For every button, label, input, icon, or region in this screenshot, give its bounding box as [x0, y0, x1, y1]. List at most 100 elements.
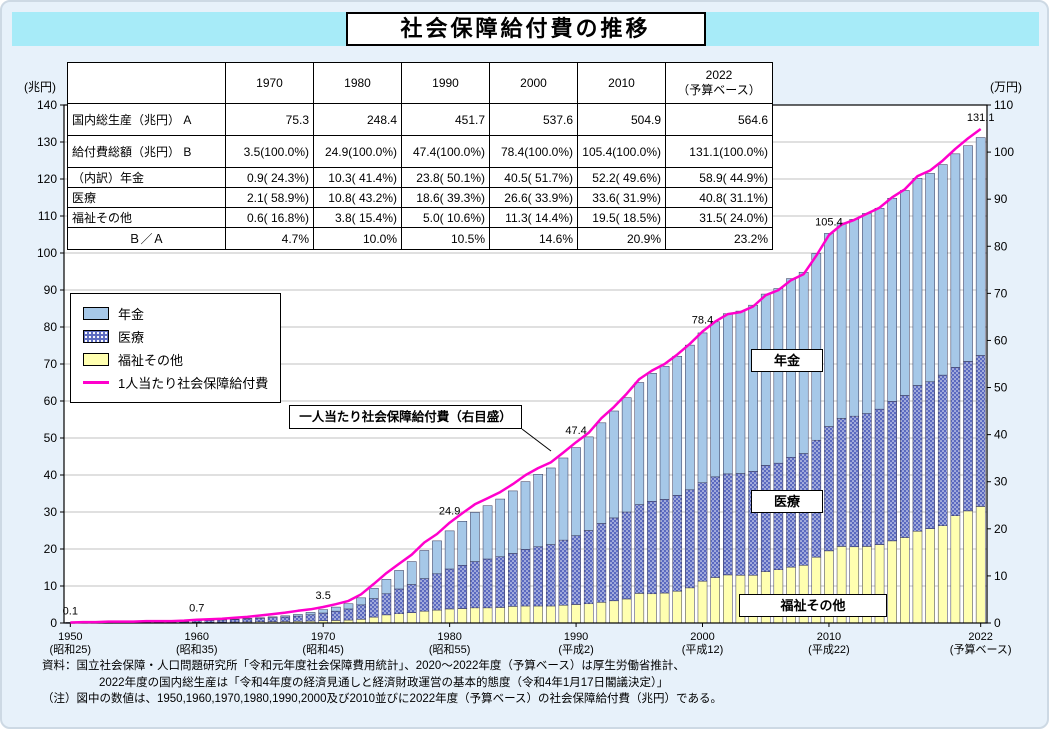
bar-medical	[267, 617, 278, 622]
right-axis-unit-label: (万円)	[990, 80, 1022, 94]
x-axis-tick-label-era: (昭和45)	[302, 643, 344, 656]
bar-medical	[723, 473, 733, 576]
table-cell: 26.6( 33.9%)	[489, 187, 578, 208]
per-capita-line	[70, 127, 982, 624]
x-axis-tick-label-year: 1950	[58, 631, 82, 643]
x-axis-tick-label-year: 1960	[185, 631, 209, 643]
legend-label: 福祉その他	[118, 353, 184, 368]
left-axis-tick-label: 130	[37, 135, 57, 149]
bar-welfare	[571, 604, 581, 624]
bar-pension	[545, 467, 556, 545]
x-axis-tick-label-era: (平成2)	[558, 643, 593, 656]
bar-pension	[495, 498, 506, 558]
bar-pension	[394, 570, 404, 590]
right-axis-tick-label: 80	[994, 239, 1008, 253]
bar-welfare	[659, 592, 670, 624]
bar-pension	[255, 617, 265, 619]
table-cell: 24.9(100.0%)	[313, 135, 402, 168]
table-cell: 105.4(100.0%)	[577, 135, 666, 168]
left-axis-tick-label: 70	[44, 357, 58, 371]
bar-pension	[849, 219, 860, 417]
plot-label-welfare: 福祉その他	[739, 594, 887, 617]
bar-medical	[293, 615, 303, 622]
table-cell: 2.1( 58.9%)	[225, 187, 314, 208]
title-band: 社会保障給付費の推移	[12, 12, 1039, 46]
table-row-label: 医療	[67, 187, 226, 208]
right-axis-tick-label: 60	[994, 333, 1008, 347]
bar-medical	[406, 584, 417, 613]
bar-welfare	[963, 510, 973, 624]
table-cell: 248.4	[313, 103, 402, 136]
right-axis-tick-label: 0	[994, 616, 1001, 630]
table-cell: 537.6	[489, 103, 578, 136]
bar-pension	[470, 512, 480, 562]
table-cell: 0.6( 16.8%)	[225, 207, 314, 228]
left-axis-tick-label: 50	[44, 431, 58, 445]
bar-medical	[545, 544, 556, 607]
table-corner-cell	[67, 62, 226, 104]
table-cell: 10.5%	[401, 227, 490, 250]
left-axis-tick-label: 10	[44, 579, 58, 593]
x-axis-tick-label-era: (平成12)	[682, 643, 724, 656]
bar-pension	[368, 587, 379, 599]
right-axis-tick-label: 50	[994, 381, 1008, 395]
bar-medical	[912, 385, 923, 532]
bar-medical	[482, 558, 493, 609]
table-col-header: 2022 （予算ベース）	[665, 62, 773, 104]
left-axis-tick-label: 110	[38, 209, 57, 223]
bar-medical	[381, 593, 392, 616]
bar-medical	[963, 361, 973, 512]
table-cell: 47.4(100.0%)	[401, 135, 490, 168]
bar-pension	[634, 382, 645, 505]
right-axis-tick-label: 90	[994, 192, 1008, 206]
bar-medical	[596, 523, 607, 603]
bar-medical	[975, 355, 986, 507]
left-axis-tick-label: 120	[37, 172, 57, 186]
table-cell: 58.9( 44.9%)	[665, 167, 773, 188]
x-axis-tick-label-era: (予算ベース)	[950, 642, 1012, 656]
bar-medical	[444, 568, 455, 610]
bar-pension	[975, 137, 986, 356]
table-cell: 20.9%	[577, 227, 666, 250]
table-cell: 3.5(100.0%)	[225, 135, 314, 168]
bar-pension	[356, 597, 366, 606]
bar-pension	[748, 304, 758, 472]
legend-label: 1人当たり社会保障給付費	[118, 376, 269, 391]
bar-medical	[647, 501, 657, 595]
table-col-header: 1980	[313, 62, 402, 104]
per-capita-line-callout: 一人当たり社会保障給付費（右目盛）	[289, 405, 522, 429]
bar-pension	[925, 173, 935, 383]
bar-medical	[571, 535, 581, 605]
right-axis-tick-label: 30	[994, 475, 1008, 489]
bar-pension	[900, 190, 910, 396]
bar-pension	[760, 293, 771, 466]
page-title: 社会保障給付費の推移	[345, 12, 706, 46]
table-cell: 504.9	[577, 103, 666, 136]
right-axis-tick-label: 40	[994, 428, 1008, 442]
bar-welfare	[596, 602, 607, 624]
welfare-swatch-icon	[83, 353, 109, 366]
bar-pension	[887, 197, 897, 402]
pension-swatch-icon	[83, 307, 109, 320]
bar-medical	[343, 608, 354, 621]
bar-pension	[432, 540, 442, 575]
legend-item-per-capita-line: 1人当たり社会保障給付費	[83, 371, 268, 394]
bar-pension	[305, 612, 316, 616]
bar-medical	[849, 415, 860, 548]
bar-pension	[836, 222, 847, 419]
bar-pension	[444, 530, 455, 570]
legend-label: 年金	[118, 307, 145, 322]
table-row: Ｂ／Ａ 4.7% 10.0% 10.5% 14.6% 20.9% 23.2%	[67, 227, 773, 250]
bar-welfare	[406, 612, 417, 624]
bar-pension	[609, 410, 619, 519]
left-axis-tick-label: 30	[44, 505, 58, 519]
table-cell: 52.2( 49.6%)	[577, 167, 666, 188]
footnotes: 資料：国立社会保障・人口問題研究所「令和元年度社会保障費用統計」、2020～20…	[42, 658, 722, 708]
bar-pension	[280, 615, 291, 618]
bar-total-annotation: 47.4	[565, 425, 586, 437]
bar-welfare	[444, 608, 455, 624]
bar-welfare	[912, 530, 923, 624]
bar-welfare	[381, 614, 392, 624]
bar-pension	[242, 618, 253, 620]
